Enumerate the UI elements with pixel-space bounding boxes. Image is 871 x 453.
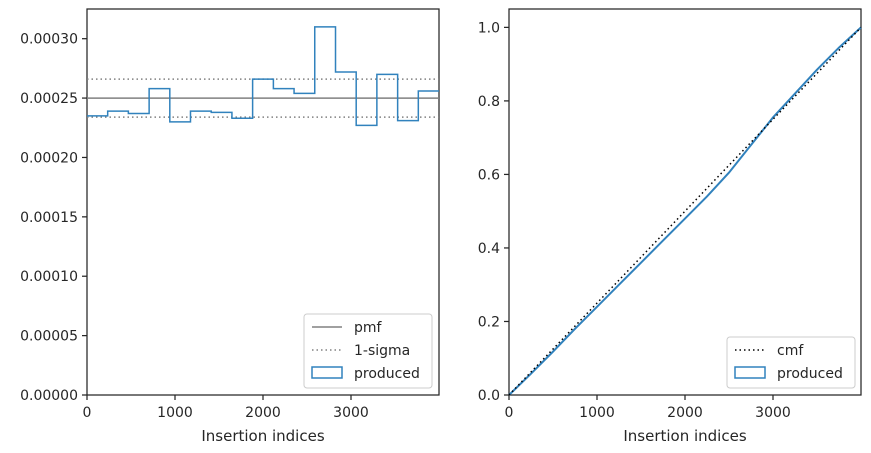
- right-chart-panel: 0 1000 2000 3000 0.0 0.2 0.4 0.6 0.8 1.0 Insertio…: [478, 8, 862, 445]
- left-x-axis-label: Insertion indices: [201, 427, 324, 445]
- right-y-tick-label: 0.0: [478, 388, 500, 404]
- right-legend: cmf produced: [726, 336, 856, 389]
- legend-produced-label-right: produced: [777, 366, 843, 382]
- left-x-tick-label: 2000: [245, 405, 281, 421]
- legend-sigma-label: 1-sigma: [354, 343, 410, 359]
- right-y-tick-label: 0.8: [478, 94, 500, 110]
- right-x-tick-label: 0: [505, 405, 514, 421]
- right-x-tick-label: 2000: [667, 405, 703, 421]
- right-y-tick-label: 0.4: [478, 241, 500, 257]
- right-y-tick-label: 1.0: [478, 20, 500, 36]
- left-legend: pmf 1-sigma produced: [303, 313, 433, 389]
- left-y-tick-label: 0.00015: [20, 210, 78, 226]
- right-y-tick-label: 0.6: [478, 167, 500, 183]
- left-y-tick-label: 0.00025: [20, 91, 78, 107]
- cmf-line: [508, 26, 862, 396]
- left-y-tick-label: 0.00020: [20, 150, 78, 166]
- legend-produced-swatch: [311, 366, 343, 379]
- left-x-tick-label: 3000: [333, 405, 369, 421]
- right-x-tick-label: 3000: [755, 405, 791, 421]
- left-y-tick-label: 0.00030: [20, 32, 78, 48]
- right-x-tick-label: 1000: [579, 405, 615, 421]
- left-y-tick-label: 0.00010: [20, 269, 78, 285]
- left-x-tick-label: 1000: [157, 405, 193, 421]
- produced-step-line: [87, 26, 439, 127]
- left-chart-panel: 0 1000 2000 3000 0.00000 0.00005 0.00010 0.0001…: [20, 8, 440, 445]
- produced-cumulative-line: [508, 26, 862, 396]
- left-y-tick-label: 0.00005: [20, 329, 78, 345]
- legend-produced-swatch-right: [734, 366, 766, 379]
- left-y-tick-label: 0.00000: [20, 388, 78, 404]
- right-x-axis-label: Insertion indices: [623, 427, 746, 445]
- legend-pmf-label: pmf: [354, 320, 383, 336]
- legend-cmf-label: cmf: [777, 343, 804, 359]
- left-x-tick-label: 0: [83, 405, 92, 421]
- right-y-tick-label: 0.2: [478, 314, 500, 330]
- legend-produced-label: produced: [354, 366, 420, 382]
